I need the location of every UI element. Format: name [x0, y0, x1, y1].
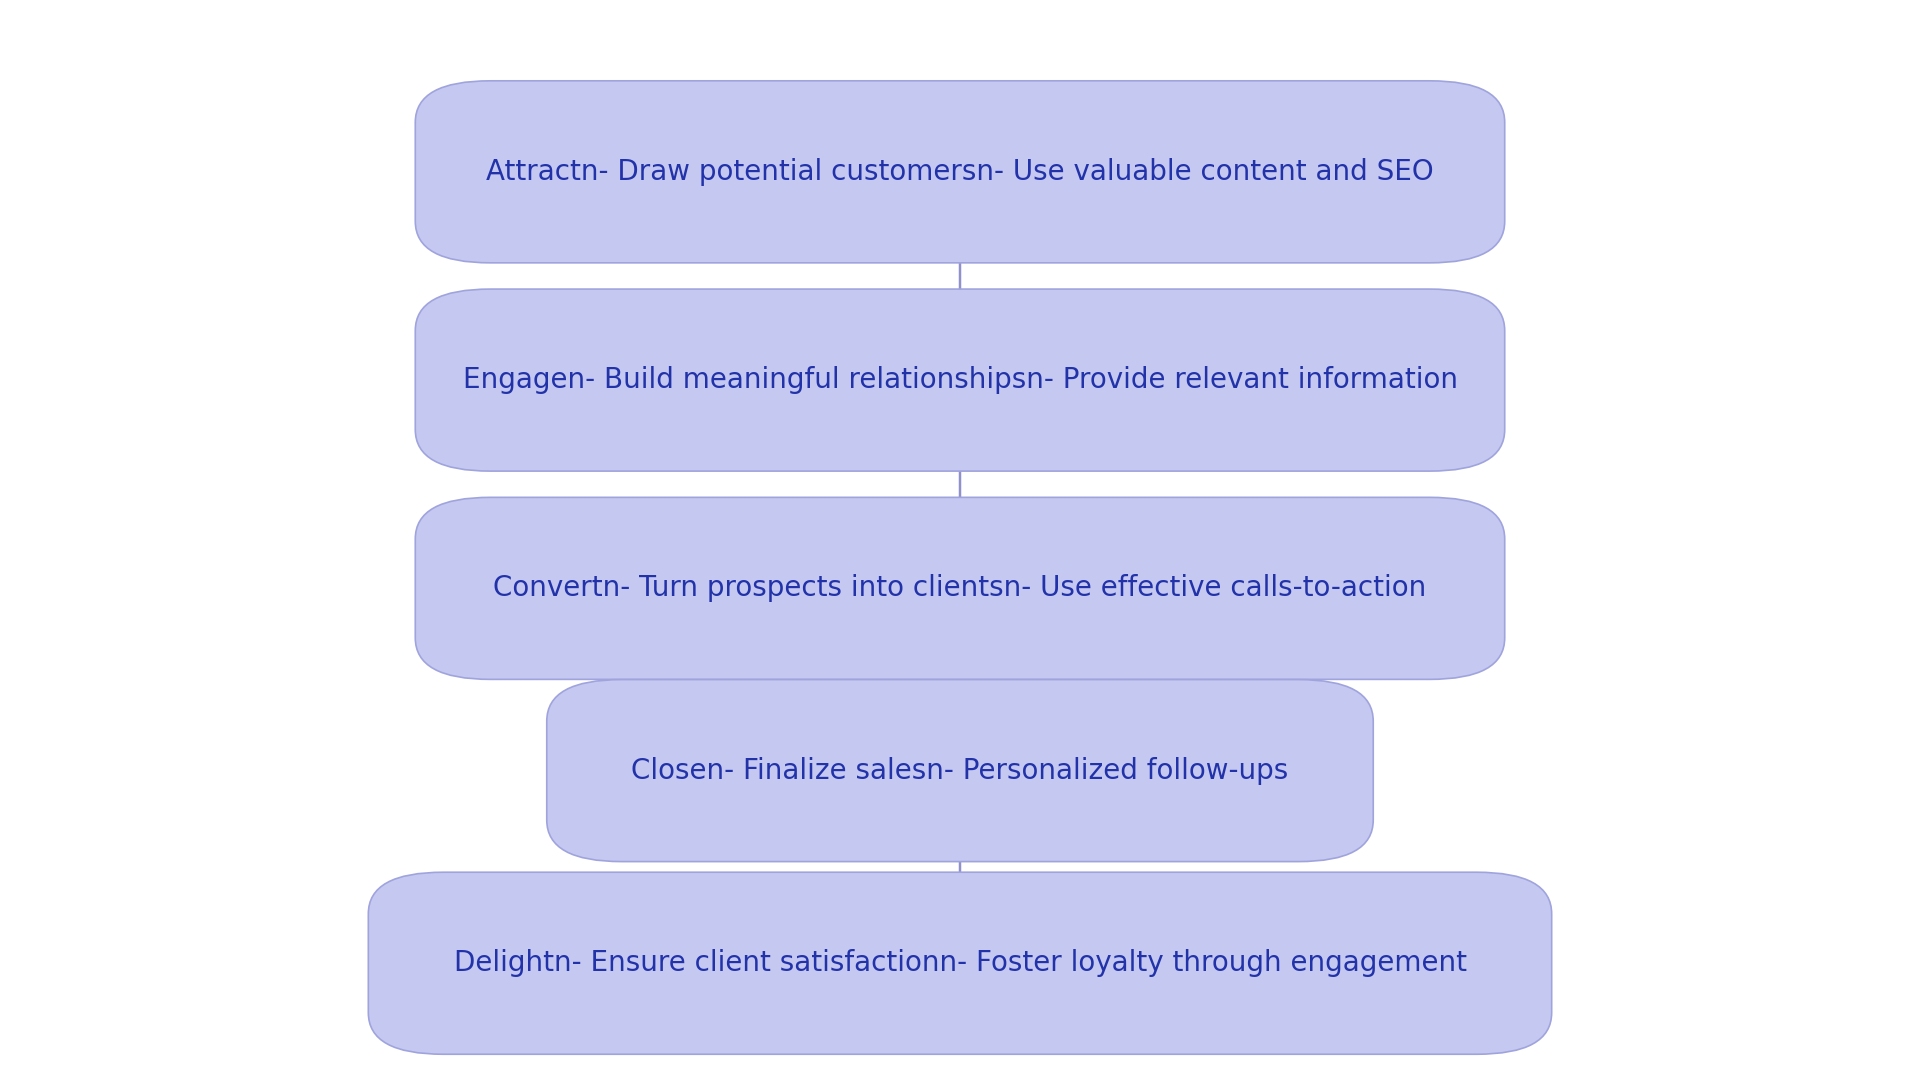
Text: Delightn- Ensure client satisfactionn- Foster loyalty through engagement: Delightn- Ensure client satisfactionn- F… [453, 949, 1467, 977]
FancyBboxPatch shape [547, 679, 1373, 862]
FancyBboxPatch shape [415, 497, 1505, 679]
FancyBboxPatch shape [415, 289, 1505, 471]
FancyBboxPatch shape [369, 872, 1551, 1054]
FancyBboxPatch shape [415, 81, 1505, 263]
Text: Convertn- Turn prospects into clientsn- Use effective calls-to-action: Convertn- Turn prospects into clientsn- … [493, 574, 1427, 602]
Text: Closen- Finalize salesn- Personalized follow-ups: Closen- Finalize salesn- Personalized fo… [632, 757, 1288, 784]
Text: Attractn- Draw potential customersn- Use valuable content and SEO: Attractn- Draw potential customersn- Use… [486, 158, 1434, 186]
Text: Engagen- Build meaningful relationshipsn- Provide relevant information: Engagen- Build meaningful relationshipsn… [463, 366, 1457, 394]
